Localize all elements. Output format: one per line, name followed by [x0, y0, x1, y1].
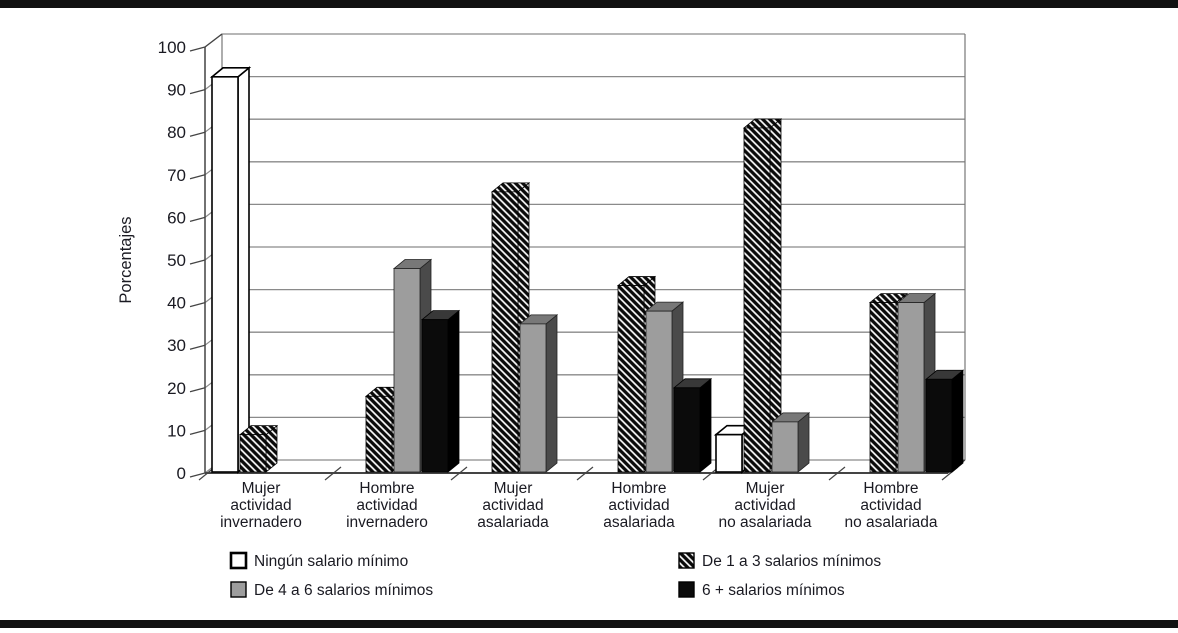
bar-side-face	[447, 309, 460, 473]
category-label-2-line2: actividad	[356, 497, 417, 514]
legend-label-black: 6 + salarios mínimos	[702, 582, 845, 599]
bottom-rule	[0, 620, 1178, 628]
bar-black-cat4	[672, 377, 713, 473]
legend-item-white: Ningún salario mínimo	[229, 551, 408, 570]
top-rule	[0, 0, 1178, 8]
bar-black-cat6	[924, 369, 965, 473]
legend-item-gray: De 4 a 6 salarios mínimos	[230, 581, 433, 599]
y-tick-label-20: 20	[167, 379, 186, 398]
category-label-6-line2: actividad	[860, 497, 921, 514]
bar-side-face	[545, 314, 558, 473]
legend-swatch-gray-icon	[230, 581, 247, 598]
category-label-5-line3: no asalariada	[718, 514, 811, 531]
bar-front-face	[239, 434, 267, 473]
y-tick-label-10: 10	[167, 421, 186, 440]
y-tick-label-50: 50	[167, 251, 186, 270]
category-label-6-line3: no asalariada	[844, 514, 937, 531]
bar-front-face	[645, 310, 673, 473]
y-tick-label-60: 60	[167, 208, 186, 227]
y-tick-20	[189, 387, 206, 393]
bar-black-cat2	[420, 309, 461, 473]
legend-swatch-black-icon	[678, 581, 695, 598]
category-label-6-line1: Hombre	[863, 480, 918, 497]
y-tick-10	[189, 429, 206, 436]
category-label-1-line3: invernadero	[220, 514, 302, 531]
y-tick-label-30: 30	[167, 336, 186, 355]
bar-front-face	[771, 421, 799, 473]
category-label-1-line2: actividad	[230, 497, 291, 514]
bar-front-face	[421, 319, 449, 473]
y-tick-60	[189, 216, 206, 223]
y-tick-label-70: 70	[167, 166, 186, 185]
bar-front-face	[925, 378, 953, 473]
bar-front-face	[365, 395, 393, 473]
legend-label-hatch: De 1 a 3 salarios mínimos	[702, 553, 881, 570]
bar-hatch-cat5	[742, 118, 783, 473]
y-tick-label-100: 100	[158, 38, 186, 57]
y-tick-30	[189, 344, 206, 350]
category-label-5-line2: actividad	[734, 497, 795, 514]
bar-front-face	[211, 76, 239, 473]
legend-item-black: 6 + salarios mínimos	[678, 581, 845, 599]
y-tick-50	[189, 259, 206, 265]
category-label-3-line1: Mujer	[494, 480, 533, 497]
category-label-4-line3: asalariada	[603, 514, 675, 531]
bar-side-face	[797, 412, 810, 473]
category-label-1-line1: Mujer	[242, 480, 281, 497]
legend-swatch-hatch-icon	[678, 552, 695, 569]
y-tick-90	[189, 88, 206, 95]
category-label-3-line2: actividad	[482, 497, 543, 514]
y-tick-label-90: 90	[167, 81, 186, 100]
y-tick-label-0: 0	[177, 464, 186, 483]
bar-gray-cat5	[770, 412, 811, 473]
bar-side-face	[699, 377, 712, 473]
category-label-2-line1: Hombre	[359, 480, 414, 497]
legend-item-hatch: De 1 a 3 salarios mínimos	[678, 552, 881, 570]
wall-top-edge	[204, 33, 223, 48]
bar-front-face	[393, 268, 421, 473]
category-label-5-line1: Mujer	[746, 480, 785, 497]
y-tick-label-80: 80	[167, 123, 186, 142]
y-tick-label-40: 40	[167, 294, 186, 313]
legend-label-gray: De 4 a 6 salarios mínimos	[254, 582, 433, 599]
bar-side-face	[237, 66, 250, 474]
category-label-4-line2: actividad	[608, 497, 669, 514]
bar-front-face	[673, 387, 701, 473]
bar-hatch-cat1	[238, 424, 279, 473]
y-axis-title: Porcentajes	[117, 216, 135, 303]
x-tick-3	[576, 466, 594, 481]
x-tick-5	[828, 466, 846, 481]
y-tick-70	[189, 174, 206, 180]
y-tick-0	[189, 472, 206, 478]
bar-front-face	[617, 285, 645, 473]
bar-side-face	[951, 369, 964, 473]
bar-gray-cat3	[518, 314, 559, 473]
category-label-3-line3: asalariada	[477, 514, 549, 531]
bar-front-face	[869, 302, 897, 473]
bar-front-face	[897, 302, 925, 473]
y-tick-100	[189, 46, 206, 52]
category-label-2-line3: invernadero	[346, 514, 428, 531]
x-tick-2	[450, 466, 468, 481]
y-tick-80	[189, 131, 206, 137]
bar-front-face	[715, 433, 743, 473]
bar-front-face	[519, 323, 547, 473]
bar-front-face	[743, 127, 771, 473]
bar-front-face	[491, 191, 519, 473]
legend-label-white: Ningún salario mínimo	[254, 553, 408, 570]
x-tick-1	[324, 466, 342, 481]
bar-chart: 0102030405060708090100Mujeractividadinve…	[117, 33, 966, 599]
y-tick-40	[189, 301, 206, 308]
bar-white-cat1	[209, 66, 252, 474]
category-label-4-line1: Hombre	[611, 480, 666, 497]
legend-swatch-white-icon	[229, 551, 248, 570]
